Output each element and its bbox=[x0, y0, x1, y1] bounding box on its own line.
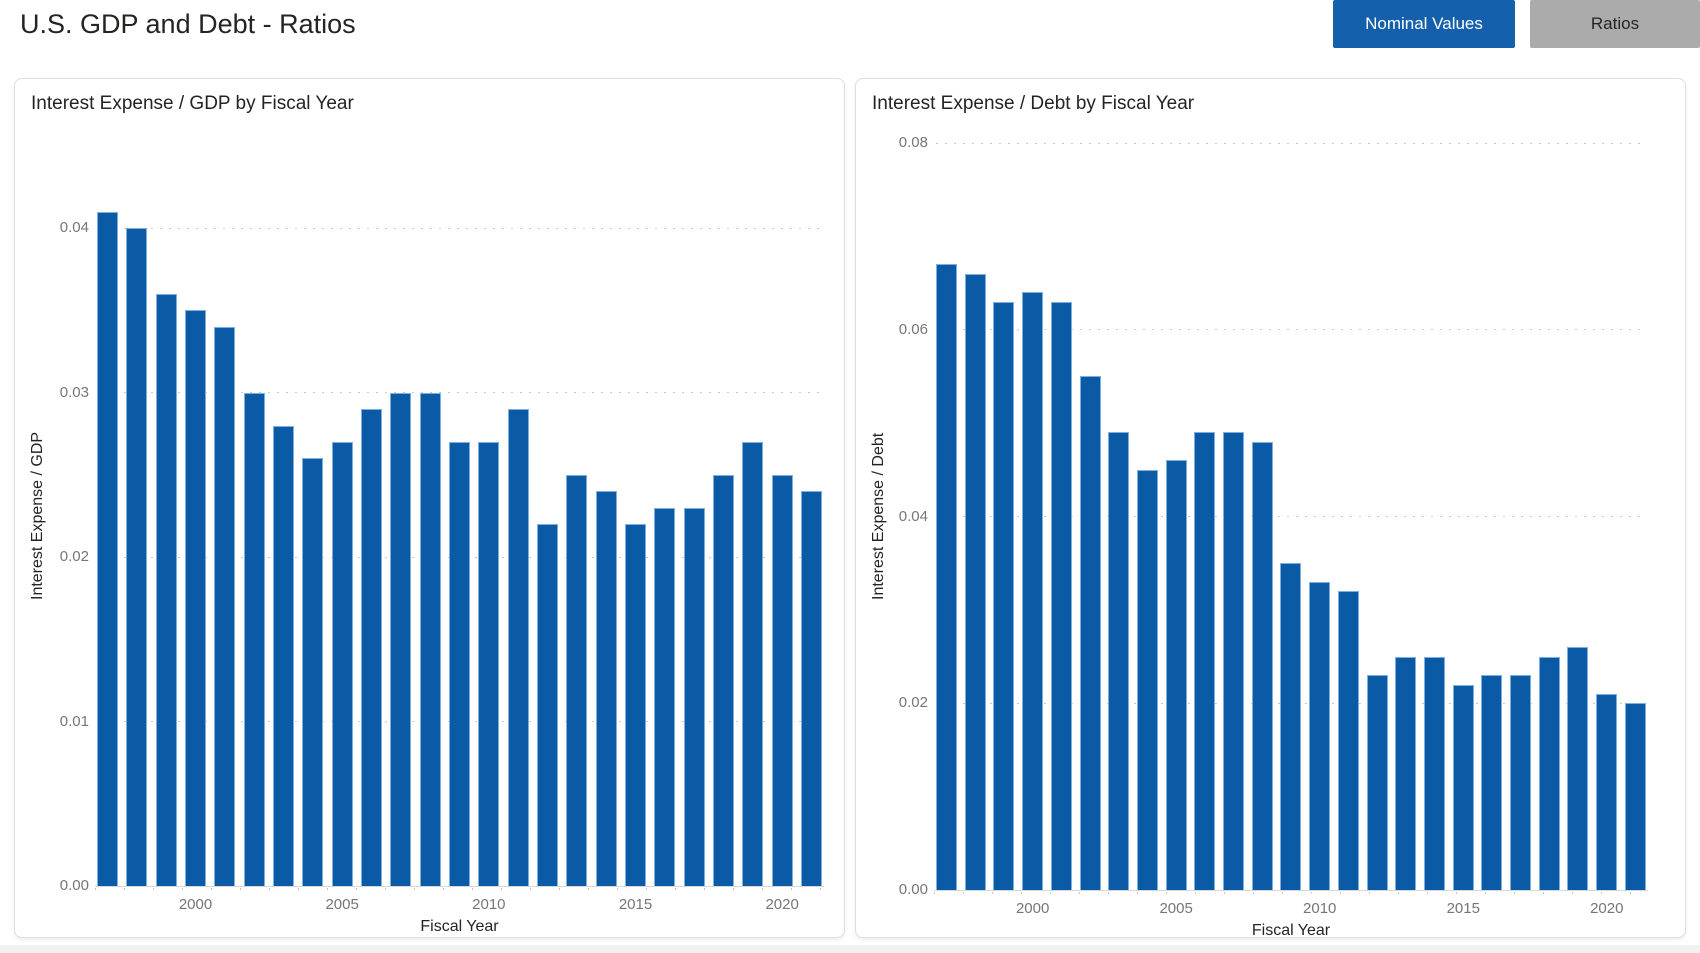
bar-2015[interactable] bbox=[624, 524, 646, 886]
x-tick-label: 2000 bbox=[178, 896, 213, 913]
plot-area bbox=[936, 142, 1646, 890]
bar-2017[interactable] bbox=[683, 507, 705, 886]
x-tick-label: 2005 bbox=[325, 896, 359, 913]
bar-2007[interactable] bbox=[1223, 432, 1245, 890]
gridline bbox=[97, 392, 822, 394]
gridline bbox=[97, 227, 822, 229]
x-tick-label: 2000 bbox=[1015, 900, 1050, 917]
bar-2002[interactable] bbox=[243, 392, 265, 886]
bar-2021[interactable] bbox=[1624, 703, 1646, 890]
chart-title: Interest Expense / Debt by Fiscal Year bbox=[872, 93, 1195, 114]
debt-ratio-chart: Interest Expense / Debt by Fiscal Year 0.… bbox=[856, 79, 1685, 939]
x-tick-label: 2010 bbox=[472, 896, 506, 913]
y-tick-label: 0.08 bbox=[898, 134, 928, 151]
bars bbox=[936, 143, 1646, 890]
bar-2015[interactable] bbox=[1452, 684, 1474, 890]
bar-2011[interactable] bbox=[507, 409, 529, 886]
bar-2016[interactable] bbox=[1481, 675, 1503, 890]
bar-2009[interactable] bbox=[448, 442, 470, 886]
y-axis-title: Interest Expense / GDP bbox=[29, 431, 46, 601]
x-axis-title: Fiscal Year bbox=[1251, 922, 1331, 939]
bar-2014[interactable] bbox=[595, 491, 617, 886]
bar-2008[interactable] bbox=[1251, 441, 1273, 890]
bar-2005[interactable] bbox=[331, 442, 353, 886]
page-bottom-strip bbox=[0, 945, 1700, 953]
gridline bbox=[936, 329, 1646, 331]
bar-2007[interactable] bbox=[390, 392, 412, 886]
gridline bbox=[936, 516, 1646, 517]
bar-2003[interactable] bbox=[1108, 432, 1130, 890]
page-title: U.S. GDP and Debt - Ratios bbox=[20, 9, 356, 39]
bar-2013[interactable] bbox=[566, 474, 588, 886]
chart-title: Interest Expense / GDP by Fiscal Year bbox=[31, 93, 354, 114]
bar-1998[interactable] bbox=[964, 273, 986, 890]
bar-2010[interactable] bbox=[478, 442, 500, 886]
bar-1999[interactable] bbox=[993, 301, 1015, 890]
bar-1998[interactable] bbox=[126, 228, 148, 886]
bar-2012[interactable] bbox=[536, 524, 558, 886]
x-tick-label: 2015 bbox=[1446, 900, 1480, 917]
gdp-ratio-chart-card: Interest Expense / GDP by Fiscal Year 0.0… bbox=[14, 78, 845, 938]
y-tick-label: 0.04 bbox=[898, 507, 928, 525]
nominal-values-button[interactable]: Nominal Values bbox=[1333, 0, 1515, 48]
bar-2001[interactable] bbox=[214, 326, 236, 886]
y-tick-label: 0.02 bbox=[59, 548, 89, 566]
bar-2018[interactable] bbox=[1538, 656, 1560, 890]
bar-2019[interactable] bbox=[1567, 647, 1589, 890]
bar-2005[interactable] bbox=[1165, 460, 1187, 890]
ratios-button[interactable]: Ratios bbox=[1530, 0, 1700, 48]
bar-2019[interactable] bbox=[742, 442, 764, 886]
bar-2008[interactable] bbox=[419, 392, 441, 886]
bars bbox=[97, 146, 822, 886]
bar-2010[interactable] bbox=[1309, 581, 1331, 890]
bar-2006[interactable] bbox=[1194, 432, 1216, 890]
bar-2002[interactable] bbox=[1079, 376, 1101, 890]
bar-2018[interactable] bbox=[712, 474, 734, 886]
debt-ratio-chart-card: Interest Expense / Debt by Fiscal Year 0.… bbox=[855, 78, 1686, 939]
bar-2012[interactable] bbox=[1366, 675, 1388, 890]
bar-1999[interactable] bbox=[155, 294, 177, 886]
bar-2021[interactable] bbox=[800, 491, 822, 886]
bar-2020[interactable] bbox=[771, 474, 793, 886]
bar-2004[interactable] bbox=[302, 458, 324, 886]
x-tick-label: 2020 bbox=[1590, 900, 1624, 917]
bar-2013[interactable] bbox=[1395, 656, 1417, 890]
y-tick-label: 0.02 bbox=[898, 694, 928, 712]
bar-2011[interactable] bbox=[1337, 591, 1359, 890]
y-tick-label: 0.00 bbox=[59, 877, 89, 894]
bar-2009[interactable] bbox=[1280, 563, 1302, 890]
x-axis-title: Fiscal Year bbox=[420, 918, 499, 935]
x-tick-label: 2015 bbox=[618, 896, 653, 913]
gridline bbox=[936, 142, 1646, 144]
bar-2020[interactable] bbox=[1596, 693, 1618, 890]
gdp-ratio-chart: Interest Expense / GDP by Fiscal Year 0.0… bbox=[15, 79, 844, 937]
y-tick-label: 0.03 bbox=[59, 383, 89, 401]
bar-2004[interactable] bbox=[1136, 469, 1158, 890]
bar-1997[interactable] bbox=[936, 264, 957, 890]
bar-2000[interactable] bbox=[184, 310, 206, 886]
x-tick-label: 2005 bbox=[1159, 900, 1193, 917]
bar-2016[interactable] bbox=[654, 507, 676, 886]
x-tick-label: 2010 bbox=[1303, 900, 1337, 917]
bar-1997[interactable] bbox=[97, 211, 118, 886]
y-tick-label: 0.06 bbox=[898, 320, 928, 338]
x-axis-line bbox=[95, 886, 824, 890]
bar-2017[interactable] bbox=[1510, 675, 1532, 890]
bar-2014[interactable] bbox=[1423, 656, 1445, 890]
y-axis-title: Interest Expense / Debt bbox=[870, 432, 887, 601]
bar-2006[interactable] bbox=[360, 409, 382, 886]
x-axis-line bbox=[934, 890, 1648, 894]
bar-2000[interactable] bbox=[1022, 292, 1044, 890]
y-tick-label: 0.00 bbox=[898, 881, 928, 898]
plot-area bbox=[97, 146, 822, 886]
bar-2003[interactable] bbox=[272, 425, 294, 886]
y-tick-label: 0.01 bbox=[59, 712, 89, 730]
y-tick-label: 0.04 bbox=[59, 219, 89, 237]
bar-2001[interactable] bbox=[1050, 301, 1072, 890]
x-tick-label: 2020 bbox=[765, 896, 799, 913]
